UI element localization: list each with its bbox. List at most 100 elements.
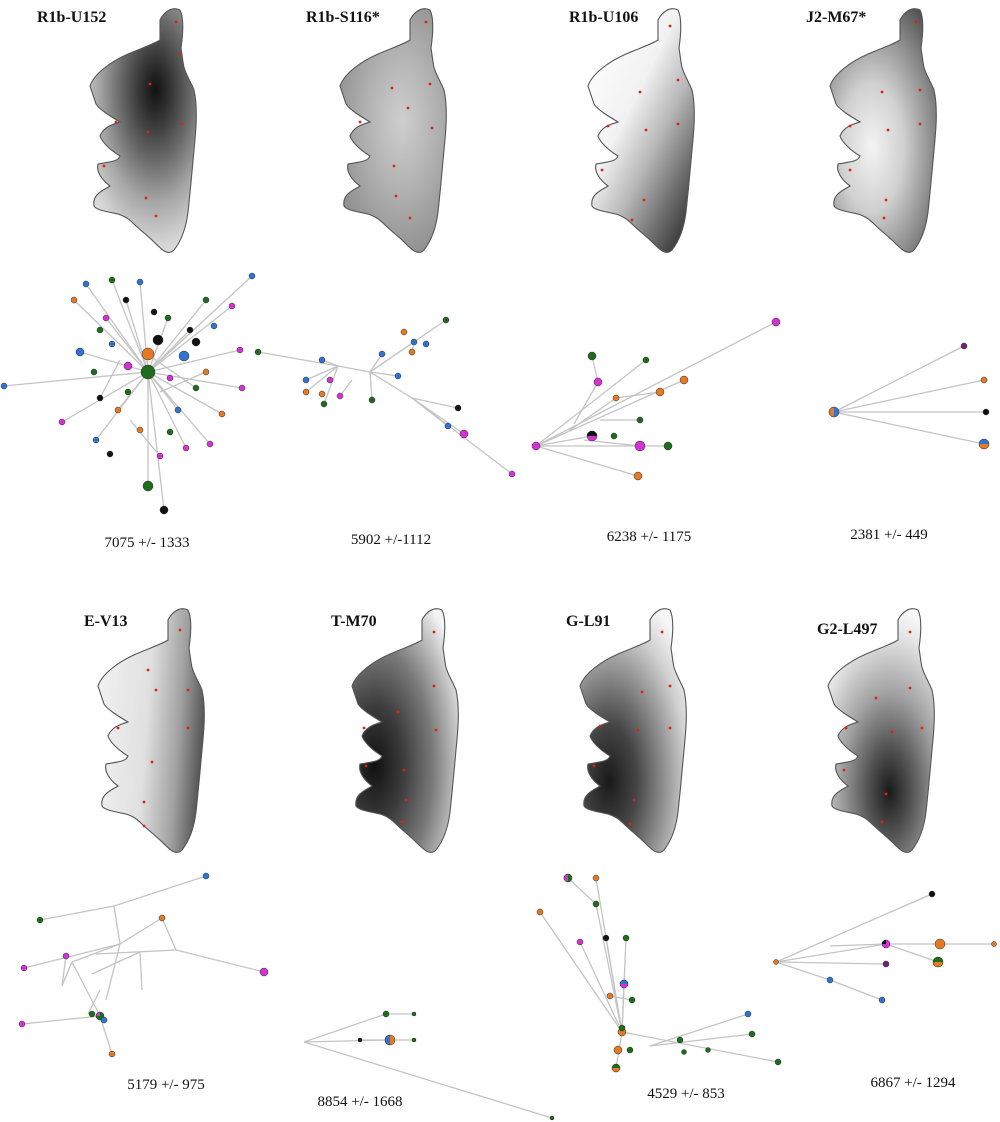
haplotype-node bbox=[108, 340, 116, 348]
network-edge bbox=[161, 917, 177, 951]
frequency-map bbox=[351, 608, 459, 853]
haplotype-node bbox=[192, 384, 200, 392]
haplotype-node bbox=[248, 272, 256, 280]
network-edge bbox=[113, 905, 121, 945]
haplotype-node bbox=[634, 440, 646, 452]
sample-site bbox=[434, 728, 438, 732]
network-edge bbox=[79, 351, 149, 373]
network-edge bbox=[257, 351, 339, 367]
sample-site bbox=[660, 630, 664, 634]
network-edge bbox=[323, 365, 339, 405]
haplotype-node bbox=[58, 418, 66, 426]
sample-site bbox=[628, 822, 632, 826]
haplotype-node bbox=[123, 361, 133, 371]
panel-t-m70: T-M70 8854 + bbox=[303, 608, 555, 1121]
network-edge bbox=[303, 1013, 387, 1043]
network-edge bbox=[159, 371, 207, 393]
haplotype-node bbox=[508, 470, 516, 478]
sample-site bbox=[358, 120, 362, 124]
network-edge bbox=[339, 379, 353, 397]
haplotype-node bbox=[88, 1010, 96, 1018]
sample-site bbox=[186, 688, 190, 692]
network-edge bbox=[129, 419, 161, 457]
haplotype-node bbox=[642, 356, 650, 364]
sample-sites bbox=[358, 20, 434, 220]
haplotype-node bbox=[174, 406, 182, 414]
haplotype-node bbox=[593, 377, 603, 387]
sample-site bbox=[880, 90, 884, 94]
network-edge bbox=[775, 893, 933, 963]
sample-site bbox=[146, 130, 150, 134]
haplotype-node bbox=[124, 388, 132, 396]
haplotype-node bbox=[773, 959, 779, 965]
panel-r1b-u106: R1b-U106 bbox=[531, 8, 781, 545]
network-edge bbox=[535, 445, 639, 477]
network-edge bbox=[305, 365, 339, 381]
age-estimate: 4529 +/- 853 bbox=[647, 1086, 725, 1102]
frequency-map bbox=[339, 8, 447, 253]
haplotype-node bbox=[186, 326, 194, 334]
haplotype-node bbox=[459, 429, 469, 439]
haplotype-network bbox=[536, 873, 782, 1073]
sample-site bbox=[142, 824, 146, 828]
network-edge bbox=[147, 275, 253, 373]
sample-site bbox=[632, 798, 636, 802]
network-edge bbox=[591, 355, 599, 383]
sample-site bbox=[668, 24, 672, 28]
network-edge bbox=[621, 1031, 779, 1063]
haplotype-node bbox=[142, 480, 154, 492]
network-edge bbox=[649, 1013, 749, 1047]
haplotype-node bbox=[774, 1058, 782, 1066]
haplotype-node bbox=[254, 348, 262, 356]
haplotype-node bbox=[400, 328, 408, 336]
sample-site bbox=[392, 164, 396, 168]
haplotype-node bbox=[70, 296, 78, 304]
haplotype-node bbox=[259, 967, 269, 977]
network-edge bbox=[95, 371, 149, 441]
haplotype-node bbox=[991, 941, 997, 947]
haplotype-node bbox=[663, 441, 673, 451]
haplotype-node bbox=[622, 934, 630, 942]
panel-r1b-u152: R1b-U152 bbox=[0, 8, 256, 551]
sample-site bbox=[390, 86, 394, 90]
sample-site bbox=[178, 628, 182, 632]
haplotype-node bbox=[318, 356, 326, 364]
haplotype-node bbox=[444, 422, 452, 430]
panel-label: E-V13 bbox=[84, 613, 128, 630]
sample-site bbox=[146, 668, 150, 672]
frequency-map bbox=[579, 608, 687, 853]
frequency-surface bbox=[90, 8, 197, 253]
haplotype-node bbox=[0, 382, 8, 390]
haplotype-node bbox=[934, 938, 946, 950]
haplotype-node bbox=[536, 908, 544, 916]
haplotype-node bbox=[136, 278, 144, 286]
network-edge bbox=[595, 903, 623, 1033]
haplotype-node bbox=[982, 408, 990, 416]
sample-site bbox=[600, 168, 604, 172]
sample-site bbox=[114, 120, 118, 124]
haplotype-node bbox=[202, 872, 210, 880]
network-edge bbox=[775, 943, 887, 963]
age-estimate: 6238 +/- 1175 bbox=[607, 529, 692, 545]
haplotype-node bbox=[140, 364, 156, 380]
haplotype-node bbox=[90, 368, 98, 376]
age-estimate: 8854 +/- 1668 bbox=[317, 1094, 402, 1110]
network-edge bbox=[147, 371, 223, 415]
haplotype-node bbox=[320, 400, 328, 408]
haplotype-node bbox=[106, 450, 114, 458]
sample-site bbox=[180, 122, 184, 126]
haplotype-node bbox=[422, 340, 430, 348]
sample-site bbox=[882, 216, 886, 220]
age-estimate: 5179 +/- 975 bbox=[127, 1077, 205, 1093]
network-edge bbox=[147, 349, 241, 373]
sample-site bbox=[884, 792, 888, 796]
haplotype-node bbox=[394, 372, 402, 380]
haplotype-node bbox=[238, 384, 246, 392]
network-edge bbox=[87, 989, 101, 1015]
age-estimate: 7075 +/- 1333 bbox=[104, 535, 189, 551]
panel-label: G-L91 bbox=[566, 613, 610, 630]
haplotype-network bbox=[828, 342, 990, 450]
network-edge bbox=[39, 905, 115, 921]
haplotype-node bbox=[92, 436, 100, 444]
